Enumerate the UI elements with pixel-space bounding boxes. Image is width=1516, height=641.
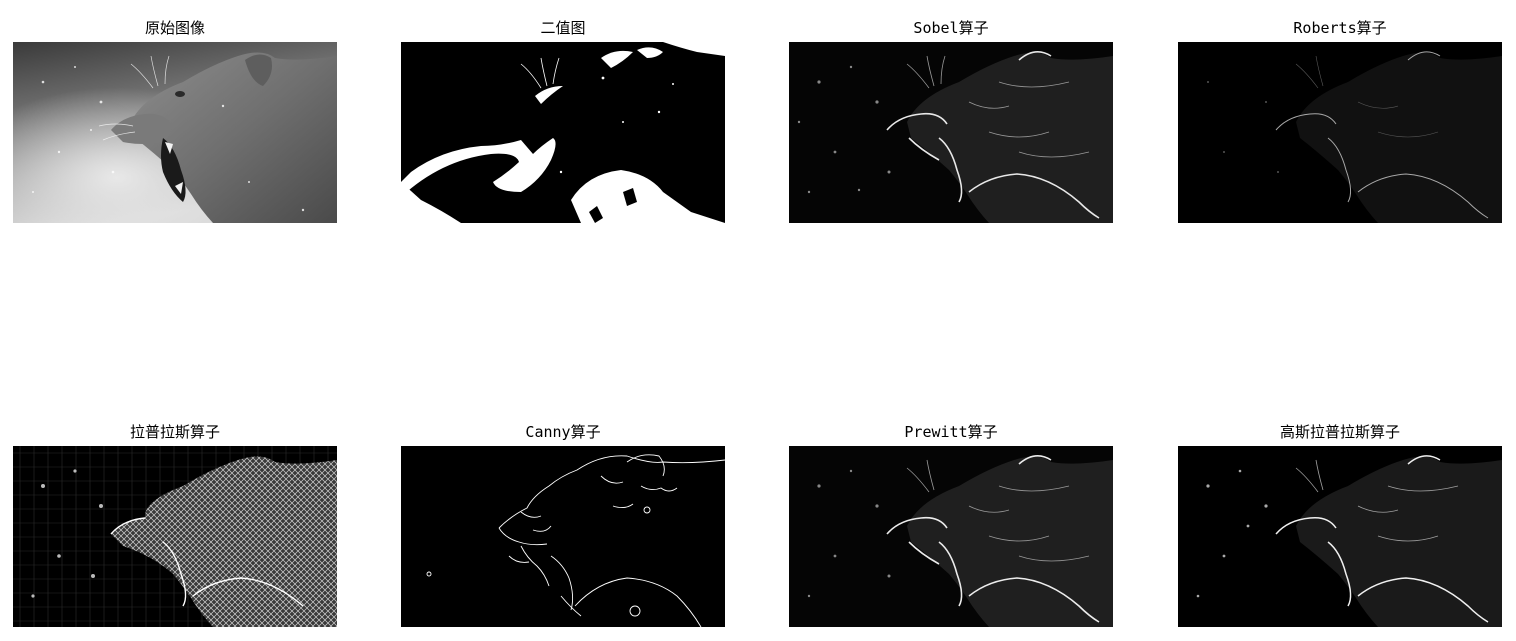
original-grayscale-image — [13, 42, 337, 223]
binary-image — [401, 42, 725, 223]
panel-title: Prewitt算子 — [904, 423, 998, 441]
panel-title: 二值图 — [540, 19, 586, 37]
panel-title: Sobel算子 — [913, 19, 989, 37]
panel-title: 拉普拉斯算子 — [129, 423, 220, 441]
panel-title: Canny算子 — [525, 423, 601, 441]
prewitt-edge-image — [789, 446, 1113, 627]
roberts-edge-image — [1178, 42, 1502, 223]
panel-title: Roberts算子 — [1293, 19, 1387, 37]
panel-title: 原始图像 — [144, 19, 205, 37]
log-edge-image — [1178, 446, 1502, 627]
canny-edge-image — [401, 446, 725, 627]
sobel-edge-image — [789, 42, 1113, 223]
panel-title: 高斯拉普拉斯算子 — [1279, 423, 1400, 441]
laplacian-edge-image — [13, 446, 337, 627]
